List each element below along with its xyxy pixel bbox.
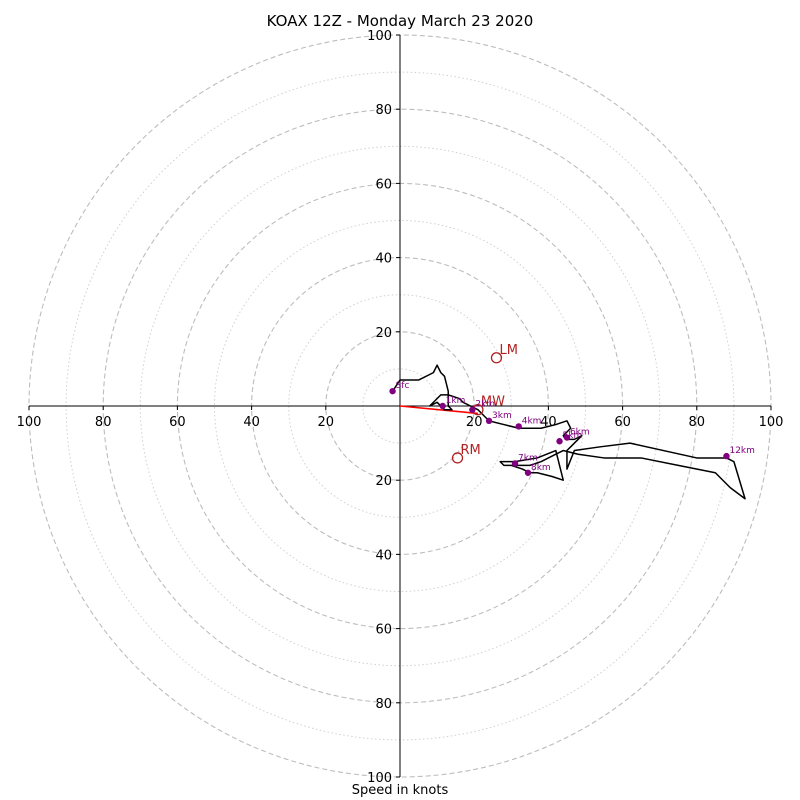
- level-label-6km: 6km: [570, 428, 590, 438]
- level-point-8km: [524, 469, 532, 476]
- storm-motion-marker-rm: [451, 452, 464, 464]
- shear-vector: [399, 405, 478, 415]
- x-tick-label: 80: [95, 415, 112, 430]
- y-tick-label: 80: [375, 103, 392, 118]
- storm-motion-label-lm: LM: [499, 343, 517, 358]
- x-tick-label: 100: [17, 415, 42, 430]
- level-point-12km: [723, 452, 730, 460]
- level-label-7km: 7km: [518, 454, 538, 464]
- y-tick-label: 100: [367, 771, 392, 786]
- level-label-8km: 8km: [531, 463, 551, 473]
- y-tick-label: 40: [375, 548, 392, 563]
- x-tick-label: 20: [318, 415, 335, 430]
- x-tick-label: 60: [169, 415, 186, 430]
- level-label-1km: 1km: [446, 396, 466, 406]
- y-tick-label: 20: [375, 474, 392, 489]
- storm-motion-label-rm: RM: [461, 443, 481, 458]
- level-label-4km: 4km: [522, 416, 542, 426]
- level-point-6km: [563, 434, 571, 441]
- storm-motion-group: LM MW RM: [451, 343, 518, 464]
- y-tick-label: 40: [375, 252, 392, 267]
- storm-motion-marker-lm: [490, 352, 503, 364]
- x-tick-label: 20: [466, 415, 483, 430]
- level-label-2km: 2km: [475, 400, 495, 410]
- level-point-5km: [556, 438, 563, 445]
- x-tick-label: 80: [689, 415, 706, 430]
- tick-labels: 100 80 60 40 20 20 40 60 80 100 100 80 60 40 20 20 40 60 8…: [17, 29, 784, 786]
- level-label-5km: 5km: [563, 431, 583, 441]
- level-point-4km: [515, 423, 522, 430]
- level-label-3km: 3km: [492, 411, 512, 421]
- level-point-7km: [511, 460, 519, 467]
- y-tick-label: 60: [375, 177, 392, 192]
- storm-motion-label-mw: MW: [481, 395, 505, 410]
- level-point-2km: [469, 406, 476, 413]
- chart-title: KOAX 12Z - Monday March 23 2020: [266, 12, 534, 30]
- x-tick-label: 100: [759, 415, 784, 430]
- x-tick-label: 60: [614, 415, 631, 430]
- y-tick-label: 20: [375, 326, 392, 341]
- y-tick-label: 80: [375, 697, 392, 712]
- level-label-12km: 12km: [729, 446, 754, 456]
- y-tick-label: 60: [375, 623, 392, 638]
- x-tick-label: 40: [243, 415, 260, 430]
- level-point-sfc: [389, 387, 396, 395]
- level-point-3km: [485, 417, 493, 425]
- shear-vector-group: [399, 405, 478, 415]
- y-tick-label: 100: [367, 29, 392, 44]
- x-axis-label: Speed in knots: [351, 783, 449, 798]
- level-label-sfc: Sfc: [396, 381, 410, 391]
- x-tick-label: 40: [540, 415, 557, 430]
- level-point-1km: [439, 402, 446, 410]
